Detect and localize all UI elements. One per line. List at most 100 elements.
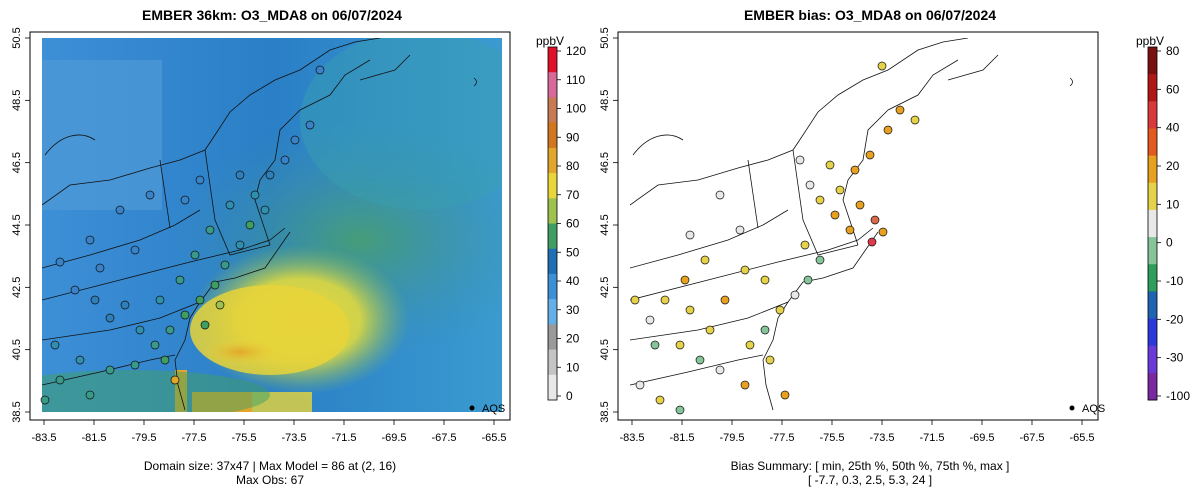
left-colorbar-label: 110 [566,73,585,87]
right-colorbar-label: -100 [1166,389,1190,403]
left-colorbar-label: 0 [566,389,573,403]
right-colorbar: ppbV 80 60 40 20 10 0 -10 -20 -30 -100 [1136,34,1190,403]
left-legend-label: AQS [482,403,505,415]
right-x-tick-label: -65.5 [1069,432,1094,444]
left-y-tick-label: 44.5 [11,214,23,235]
left-colorbar-segment [548,248,557,275]
left-y-tick-label: 42.5 [11,277,23,298]
right-colorbar-segment [1148,237,1157,265]
right-colorbar-label: 80 [1166,44,1180,58]
left-colorbar-segment [548,72,557,98]
left-colorbar-label: 20 [566,332,580,346]
left-colorbar-label: 120 [566,44,586,58]
right-y-tick-label: 42.5 [599,277,611,298]
right-x-tick-label: -75.5 [819,432,844,444]
left-colorbar-segment [548,349,557,376]
left-y-tick-label: 50.5 [11,27,23,48]
right-legend: AQS [1069,403,1105,415]
right-colorbar-segment [1148,291,1157,320]
left-x-tick-label: -73.5 [281,432,306,444]
left-x-tick-label: -75.5 [231,432,256,444]
right-colorbar-label: 40 [1166,121,1180,135]
left-colorbar-segment [548,223,557,250]
left-caption-line2: Max Obs: 67 [236,473,304,487]
right-colorbar-segment [1148,318,1157,347]
left-x-tick-label: -79.5 [131,432,156,444]
left-y-axis: 38.5 40.5 42.5 44.5 46.5 48.5 50.5 [11,27,31,423]
right-caption-line2: [ -7.7, 0.3, 2.5, 5.3, 24 ] [808,473,932,487]
right-colorbar-segment [1148,74,1157,102]
left-colorbar-unit: ppbV [536,34,564,48]
right-colorbar-segment [1148,345,1157,374]
right-colorbar-segment [1148,128,1157,157]
left-panel: EMBER 36km: O3_MDA8 on 06/07/2024 [11,7,586,487]
left-colorbar-label: 50 [566,245,580,259]
left-x-tick-label: -83.5 [31,432,56,444]
left-colorbar-segment [548,374,557,401]
right-title: EMBER bias: O3_MDA8 on 06/07/2024 [744,7,996,23]
left-colorbar-segment [548,299,557,325]
left-station-dots [40,65,325,405]
right-x-tick-label: -83.5 [619,432,644,444]
left-x-tick-label: -81.5 [81,432,106,444]
right-colorbar-segment [1148,372,1157,401]
left-colorbar-label: 90 [566,130,580,144]
right-colorbar-unit: ppbV [1136,34,1164,48]
right-caption-line1: Bias Summary: [ min, 25th %, 50th %, 75t… [731,459,1010,473]
right-legend-marker [1069,405,1075,411]
right-panel: EMBER bias: O3_MDA8 on 06/07/2024 [599,7,1190,487]
left-colorbar-segment [548,324,557,351]
left-legend: AQS [469,403,505,415]
left-colorbar-segment [548,147,557,174]
right-colorbar-segment [1148,47,1157,75]
right-y-tick-label: 50.5 [599,27,611,48]
right-x-tick-label: -69.5 [969,432,994,444]
left-x-tick-label: -77.5 [181,432,206,444]
left-colorbar-segment [548,47,557,73]
left-x-tick-label: -67.5 [431,432,456,444]
left-legend-marker [469,405,475,411]
right-y-tick-label: 40.5 [599,339,611,360]
left-model-field [42,38,502,412]
left-y-tick-label: 48.5 [11,90,23,111]
left-y-tick-label: 40.5 [11,339,23,360]
right-colorbar-label: -20 [1166,312,1184,326]
left-colorbar-segment [548,122,557,149]
right-y-tick-label: 48.5 [599,90,611,111]
right-x-tick-label: -77.5 [769,432,794,444]
left-colorbar-label: 30 [566,303,580,317]
right-colorbar-label: 0 [1166,236,1173,250]
right-y-tick-label: 44.5 [599,214,611,235]
right-x-tick-label: -79.5 [719,432,744,444]
right-plot-frame [617,31,1099,421]
left-x-tick-label: -65.5 [481,432,506,444]
left-colorbar-segment [548,97,557,124]
right-x-tick-label: -73.5 [869,432,894,444]
left-caption-line1: Domain size: 37x47 | Max Model = 86 at (… [144,459,396,473]
left-colorbar-segment [548,273,557,300]
left-colorbar-label: 60 [566,217,580,231]
right-map-lines [630,38,1073,411]
left-colorbar-segment [548,173,557,199]
left-y-tick-label: 38.5 [11,401,23,422]
right-colorbar-label: -30 [1166,351,1184,365]
left-colorbar-label: 80 [566,159,580,173]
right-x-axis: -83.5 -81.5 -79.5 -77.5 -75.5 -73.5 -71.5 -69.5… [619,419,1095,444]
right-colorbar-segment [1148,182,1157,211]
right-colorbar-label: -10 [1166,274,1184,288]
left-colorbar-label: 40 [566,274,580,288]
right-colorbar-segment [1148,155,1157,184]
left-title: EMBER 36km: O3_MDA8 on 06/07/2024 [142,7,402,23]
right-colorbar-segment [1148,101,1157,129]
left-x-axis: -83.5 -81.5 -79.5 -77.5 -75.5 -73.5 -71.5 -69.5… [31,419,507,444]
right-station-dots [630,61,920,415]
right-x-tick-label: -81.5 [669,432,694,444]
left-colorbar-label: 100 [566,102,586,116]
left-colorbar-segment [548,198,557,224]
left-y-tick-label: 46.5 [11,152,23,173]
right-legend-label: AQS [1082,403,1105,415]
left-x-tick-label: -69.5 [381,432,406,444]
right-colorbar-label: 10 [1166,197,1180,211]
